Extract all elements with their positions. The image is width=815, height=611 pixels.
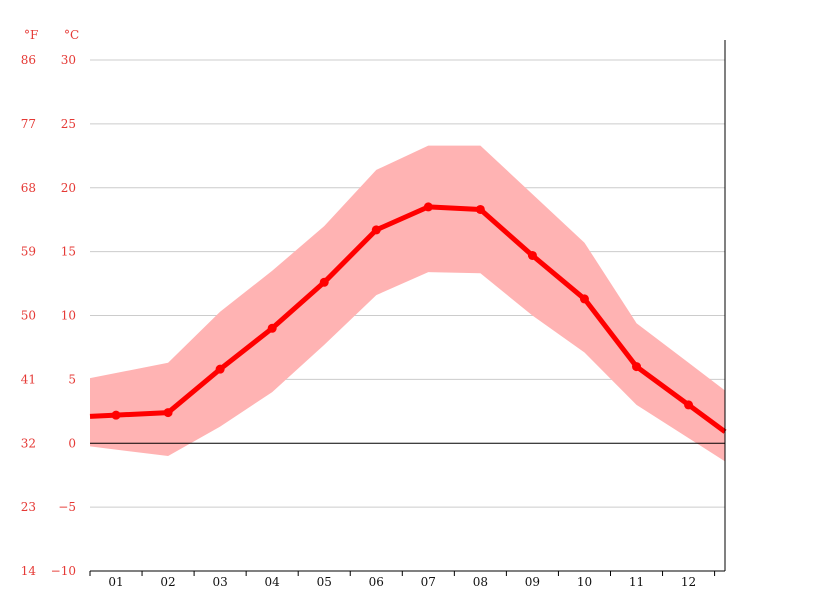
x-tick-label: 11 xyxy=(629,575,644,589)
mean-point xyxy=(163,408,173,418)
mean-point xyxy=(267,323,277,333)
x-tick-label: 07 xyxy=(421,575,436,589)
y-tick-label-c: −10 xyxy=(51,564,76,578)
y-tick-label-c: 10 xyxy=(61,309,76,323)
x-tick-label: 10 xyxy=(577,575,592,589)
mean-point xyxy=(475,204,485,214)
mean-temperature-points xyxy=(111,202,694,420)
y-tick-label-c: 15 xyxy=(61,245,76,259)
y-tick-label-f: 23 xyxy=(21,500,36,514)
mean-point xyxy=(684,400,694,410)
x-tick-label: 08 xyxy=(473,575,488,589)
mean-temperature-line xyxy=(89,204,727,434)
y-tick-label-c: 20 xyxy=(61,181,76,195)
x-tick-label: 01 xyxy=(108,575,123,589)
celsius-unit-label: °C xyxy=(64,28,79,42)
x-tick-label: 05 xyxy=(317,575,332,589)
y-tick-label-c: 25 xyxy=(61,117,76,131)
y-tick-label-c: 5 xyxy=(68,372,76,386)
mean-point xyxy=(579,294,589,304)
x-tick-label: 06 xyxy=(369,575,384,589)
mean-point xyxy=(632,362,642,372)
mean-point xyxy=(527,250,537,260)
x-tick-label: 12 xyxy=(681,575,696,589)
y-axis-ticks: 86 30 77 25 68 20 59 15 50 10 41 5 32 0 23 −5 14 −10 xyxy=(21,53,76,578)
y-tick-label-f: 41 xyxy=(21,372,36,386)
mean-point xyxy=(423,202,433,212)
x-tick-label: 03 xyxy=(212,575,227,589)
mean-point xyxy=(215,364,225,374)
y-tick-label-f: 59 xyxy=(21,245,36,259)
y-tick-label-c: 0 xyxy=(68,436,76,450)
y-tick-label-f: 32 xyxy=(21,436,36,450)
y-tick-label-c: 30 xyxy=(61,53,76,67)
x-tick-label: 09 xyxy=(525,575,540,589)
y-tick-label-f: 50 xyxy=(21,309,36,323)
y-tick-label-f: 68 xyxy=(21,181,36,195)
y-tick-label-f: 86 xyxy=(21,53,36,67)
mean-point xyxy=(111,410,121,420)
fahrenheit-unit-label: °F xyxy=(24,28,38,42)
temperature-range-band xyxy=(90,145,725,462)
y-tick-label-c: −5 xyxy=(58,500,76,514)
y-tick-label-f: 14 xyxy=(21,564,37,578)
x-tick-label: 04 xyxy=(265,575,281,589)
y-tick-label-f: 77 xyxy=(21,117,36,131)
x-axis: 01 02 03 04 05 06 07 08 09 10 11 12 xyxy=(89,570,725,589)
x-tick-label: 02 xyxy=(160,575,175,589)
mean-point xyxy=(319,277,329,287)
mean-point xyxy=(371,225,381,235)
